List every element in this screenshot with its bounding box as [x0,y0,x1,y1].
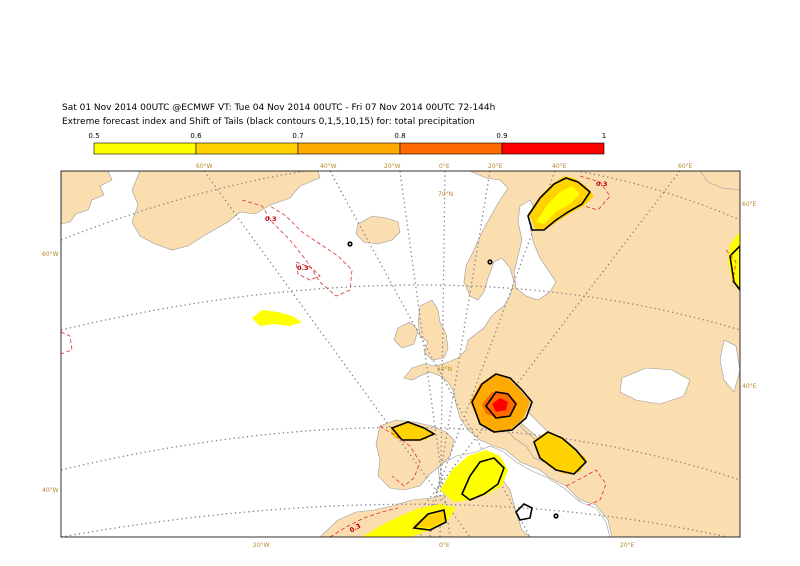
lon-label-bottom: 20°W [253,542,270,549]
greenland [131,171,321,251]
lat-label-inner: 50°N [437,366,452,373]
color-legend: 0.5 0.6 0.7 0.8 0.9 1 [88,132,606,155]
sot-contours [347,177,740,531]
sot-contour [527,177,592,231]
lon-label-top: 0°E [439,163,450,170]
efi-dashed-contour [579,175,611,211]
baltic-sea [513,199,557,301]
lon-label-bottom: 20°E [620,542,635,549]
legend-tick-label: 1 [602,132,606,140]
efi-dashed-contour [565,469,607,507]
caspian-sea [719,339,740,393]
legend-ticks: 0.5 0.6 0.7 0.8 0.9 1 [88,132,606,140]
efi-patch-atlantic [252,310,302,326]
lon-label-top: 40°E [552,163,567,170]
great-britain [417,299,449,361]
sot-dot [487,259,493,265]
legend-tick-label: 0.8 [394,132,405,140]
legend-tick-label: 0.9 [496,132,507,140]
lat-label-right: 60°E [742,201,757,208]
lat-label-inner: 70°N [438,191,453,198]
contour-label: 0.3 [596,180,608,188]
lon-label-top: 20°W [384,163,401,170]
lon-label-top: 20°E [488,163,503,170]
graticule-meridian [429,171,491,537]
efi-patch-iberia [390,422,434,440]
legend-swatch [501,142,605,155]
graticule-parallel [61,503,730,537]
sot-contour [729,244,740,292]
chart-subtitle: Extreme forecast index and Shift of Tail… [62,117,475,127]
map-frame [60,170,741,538]
graticule-meridian [399,171,451,537]
efi-patch-scandinavia-inner [536,186,580,224]
arctic-islands [699,171,740,191]
lat-label-right: 40°E [742,383,757,390]
efi-dashed-contour [61,331,73,355]
efi-dashed-contour [241,199,353,297]
lat-label-left: 40°W [42,487,59,494]
efi-patch-north-africa-inner [412,510,446,528]
chart-title: Sat 01 Nov 2014 00UTC @ECMWF VT: Tue 04 … [62,103,496,113]
lon-label-top: 40°W [320,163,337,170]
labrador [61,171,113,225]
legend-swatches [93,142,605,155]
lat-label-left: 60°W [42,251,59,258]
sot-contour [484,391,517,419]
sot-contour [533,431,588,475]
efi-dashed-contour [295,261,321,281]
sot-contour [515,503,533,521]
sot-contour [461,457,505,501]
efi-dashed-contour [379,425,421,487]
legend-tick-label: 0.7 [292,132,303,140]
lon-label-top: 60°E [678,163,693,170]
sot-contour [412,509,447,531]
sot-dot [347,241,353,247]
legend-tick-label: 0.6 [190,132,202,140]
contour-label: 0.3 [265,215,277,223]
iceland [355,215,401,245]
graticule-parallel [61,426,740,481]
lon-label-top: 60°W [196,163,213,170]
graticule-meridian [203,171,471,537]
efi-dashed-contour [725,249,737,287]
efi-shading [252,176,740,537]
efi-dashed-contour [329,507,399,537]
legend-tick-label: 0.5 [88,132,99,140]
ireland [393,321,419,349]
coordinate-labels: 60°W 40°W 20°W 0°E 20°E 40°E 60°E 20°W 0… [42,163,757,549]
lon-label-bottom: 0°E [439,542,450,549]
sot-dot [553,513,559,519]
graticule-meridian [399,171,681,537]
efi-dashed-contours [61,175,737,537]
graticule-meridian [419,171,556,537]
contour-label: 0.3 [297,264,309,272]
efi-patch-alps-core [492,398,508,412]
sot-contour [471,373,533,433]
efi-patch-east [728,232,740,290]
graticule-parallel [61,284,740,331]
black-sea [619,367,691,405]
